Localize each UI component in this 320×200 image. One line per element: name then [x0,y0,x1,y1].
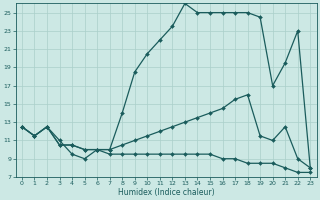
X-axis label: Humidex (Indice chaleur): Humidex (Indice chaleur) [118,188,214,197]
